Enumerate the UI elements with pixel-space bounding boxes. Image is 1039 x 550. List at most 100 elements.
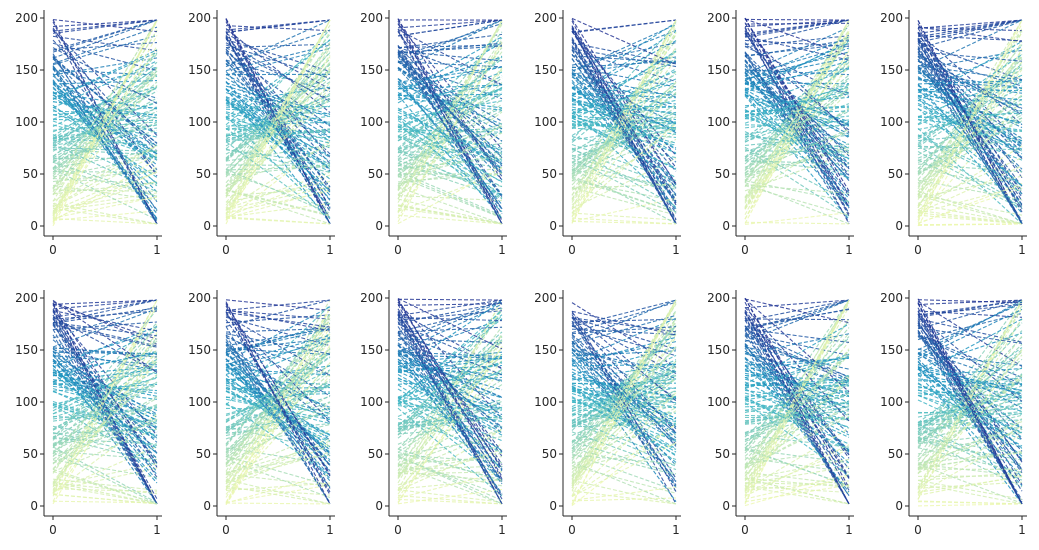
data-line xyxy=(571,389,677,436)
data-line xyxy=(397,155,503,171)
data-line xyxy=(744,83,850,124)
data-line xyxy=(397,61,503,122)
data-line xyxy=(744,19,850,28)
data-line xyxy=(225,28,331,114)
data-line xyxy=(225,52,331,188)
data-line xyxy=(744,184,850,194)
data-line xyxy=(744,477,850,488)
data-line xyxy=(52,361,158,431)
y-tick-label: 200 xyxy=(15,291,38,305)
y-tick-label: 50 xyxy=(368,447,383,461)
data-line xyxy=(52,116,158,170)
data-line xyxy=(917,308,1023,360)
data-line xyxy=(917,353,1023,409)
data-line xyxy=(917,402,1023,435)
y-tick-label: 150 xyxy=(360,63,383,77)
series-lines xyxy=(225,18,331,225)
data-line xyxy=(917,74,1023,118)
data-line xyxy=(52,87,158,133)
data-line xyxy=(571,431,677,471)
data-line xyxy=(52,19,158,59)
data-line xyxy=(917,353,1023,366)
data-line xyxy=(397,94,503,109)
data-line xyxy=(225,49,331,164)
data-line xyxy=(571,378,677,392)
data-line xyxy=(52,79,158,85)
data-line xyxy=(397,45,503,219)
x-tick-label: 0 xyxy=(914,243,922,257)
data-line xyxy=(397,68,503,181)
data-line xyxy=(225,116,331,167)
data-line xyxy=(917,318,1023,375)
data-line xyxy=(744,434,850,448)
panel-r1-c2: 0 50 100 150 200 0 1 xyxy=(360,290,507,537)
y-tick-label: 50 xyxy=(23,447,38,461)
data-line xyxy=(225,216,331,225)
data-line xyxy=(397,399,503,454)
data-line xyxy=(744,357,850,370)
data-line xyxy=(571,124,677,129)
data-line xyxy=(571,19,677,200)
panel-r1-c1: 0 50 100 150 200 0 1 xyxy=(188,290,335,537)
data-line xyxy=(917,365,1023,505)
x-tick-label: 1 xyxy=(326,243,334,257)
data-line xyxy=(571,316,677,434)
data-line xyxy=(917,40,1023,225)
data-line xyxy=(917,378,1023,442)
data-line xyxy=(52,308,158,440)
data-line xyxy=(571,49,677,221)
data-line xyxy=(52,55,158,212)
data-line xyxy=(917,94,1023,106)
x-tick-label: 1 xyxy=(845,523,853,537)
data-line xyxy=(571,217,677,225)
data-line xyxy=(225,335,331,464)
data-line xyxy=(52,30,158,136)
data-line xyxy=(571,392,677,454)
data-line xyxy=(52,196,158,219)
data-line xyxy=(571,497,677,502)
data-line xyxy=(397,51,503,189)
data-line xyxy=(225,81,331,160)
data-line xyxy=(397,303,503,306)
data-line xyxy=(744,301,850,505)
x-tick-label: 1 xyxy=(498,243,506,257)
data-line xyxy=(571,22,677,89)
data-line xyxy=(52,82,158,215)
data-line xyxy=(917,481,1023,489)
y-tick-label: 50 xyxy=(542,167,557,181)
data-line xyxy=(571,410,677,478)
data-line xyxy=(917,112,1023,119)
data-line xyxy=(397,84,503,101)
data-line xyxy=(52,354,158,415)
y-tick-label: 100 xyxy=(534,395,557,409)
data-line xyxy=(744,299,850,309)
data-line xyxy=(571,335,677,447)
data-line xyxy=(917,310,1023,463)
data-line xyxy=(744,356,850,390)
data-line xyxy=(917,351,1023,433)
data-line xyxy=(52,19,158,53)
data-line xyxy=(397,56,503,90)
data-line xyxy=(397,371,503,418)
data-line xyxy=(52,41,158,51)
data-line xyxy=(52,437,158,445)
data-line xyxy=(917,382,1023,397)
data-line xyxy=(225,134,331,139)
data-line xyxy=(225,51,331,127)
data-line xyxy=(744,185,850,216)
x-tick-label: 0 xyxy=(394,243,402,257)
data-line xyxy=(917,360,1023,478)
series-lines xyxy=(52,18,158,227)
data-line xyxy=(225,29,331,141)
data-line xyxy=(571,41,677,225)
data-line xyxy=(52,106,158,169)
data-line xyxy=(225,299,331,327)
data-line xyxy=(225,128,331,141)
data-line xyxy=(744,416,850,425)
data-line xyxy=(744,39,850,47)
data-line xyxy=(917,85,1023,144)
data-line xyxy=(397,310,503,402)
y-tick-label: 100 xyxy=(360,115,383,129)
data-line xyxy=(744,58,850,139)
data-line xyxy=(571,103,677,114)
